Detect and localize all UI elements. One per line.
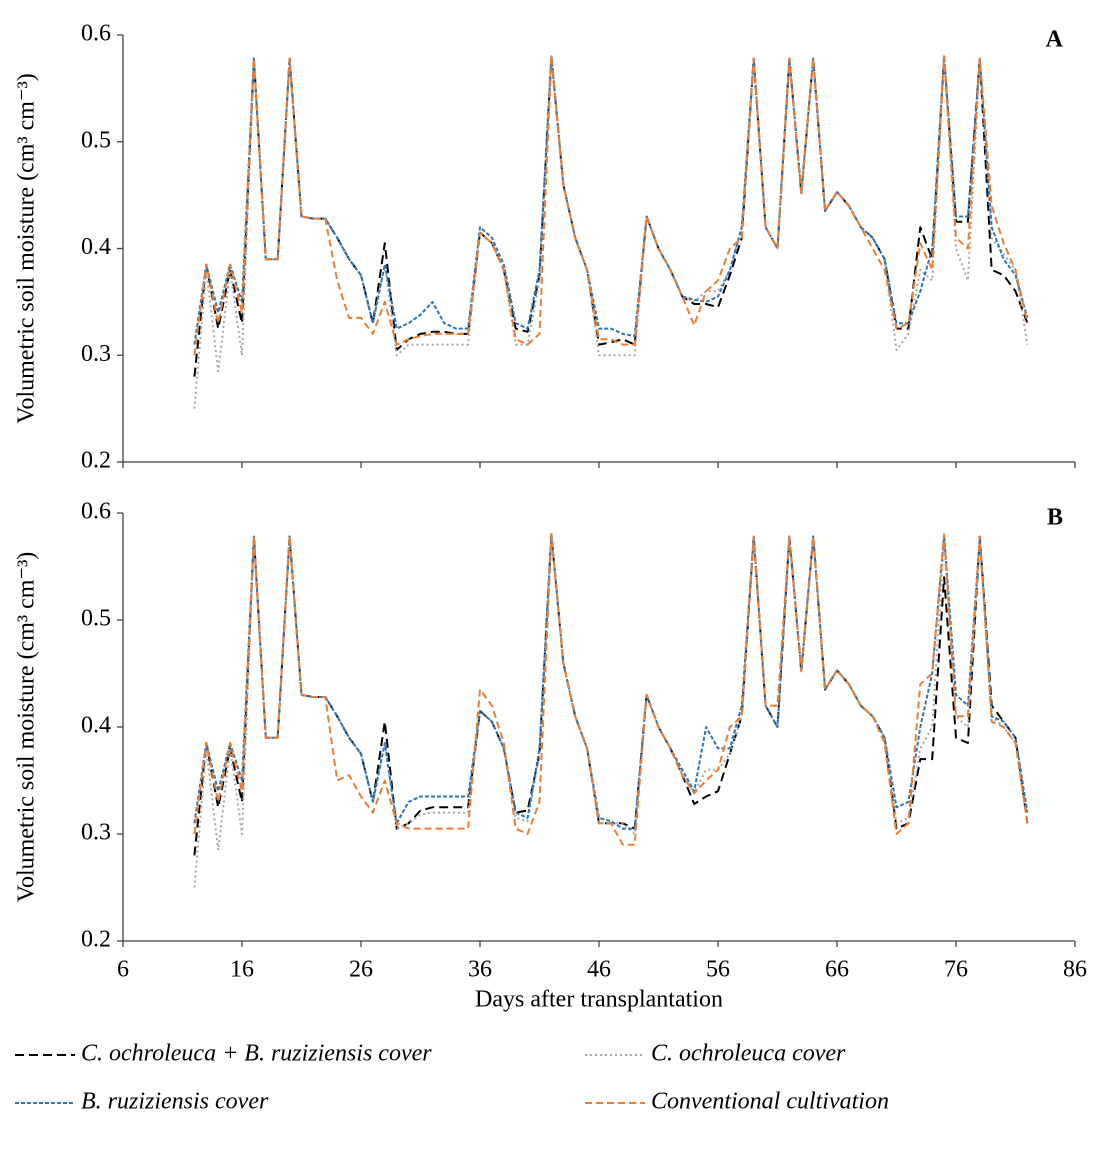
legend-label: Conventional cultivation <box>651 1089 889 1115</box>
y-tick-label: 0.6 <box>81 21 111 47</box>
y-tick-label: 0.5 <box>81 127 111 153</box>
x-tick-label: 16 <box>230 957 254 983</box>
data-line <box>193 533 1029 830</box>
legend-label: C. ochroleuca cover <box>651 1041 846 1067</box>
data-line <box>193 55 1029 409</box>
legend-label: B. ruziziensis cover <box>81 1089 269 1115</box>
x-tick-label: 76 <box>944 957 968 983</box>
y-tick-label: 0.3 <box>81 341 111 367</box>
x-tick-label: 66 <box>825 957 849 983</box>
x-tick-label: 56 <box>706 957 730 983</box>
x-axis-label: Days after transplantation <box>475 987 723 1013</box>
x-tick-label: 36 <box>468 957 492 983</box>
y-tick-label: 0.2 <box>81 927 111 953</box>
x-tick-label: 6 <box>117 957 129 983</box>
y-axis-label: Volumetric soil moisture (cm³ cm⁻³) <box>14 73 40 424</box>
y-tick-label: 0.2 <box>81 448 111 474</box>
data-line <box>193 533 1029 846</box>
y-tick-label: 0.4 <box>81 234 111 260</box>
y-tick-label: 0.6 <box>81 499 111 525</box>
panel-label: B <box>1047 505 1063 531</box>
data-line <box>193 533 1029 888</box>
y-tick-label: 0.3 <box>81 820 111 846</box>
y-tick-label: 0.5 <box>81 606 111 632</box>
x-tick-label: 26 <box>349 957 373 983</box>
panel-label: A <box>1046 27 1064 53</box>
data-line <box>193 55 1029 356</box>
y-axis-label: Volumetric soil moisture (cm³ cm⁻³) <box>14 552 40 903</box>
data-line <box>193 533 1029 856</box>
legend-label: C. ochroleuca + B. ruziziensis cover <box>81 1041 432 1067</box>
x-tick-label: 46 <box>587 957 611 983</box>
x-tick-label: 86 <box>1063 957 1087 983</box>
data-line <box>193 55 1029 345</box>
y-tick-label: 0.4 <box>81 713 111 739</box>
